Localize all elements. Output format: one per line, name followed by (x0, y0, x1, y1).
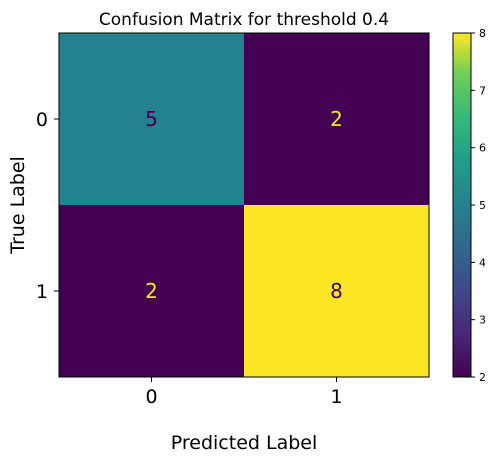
cell-value-1-1: 8 (330, 279, 343, 303)
cell-1-1 (244, 205, 429, 377)
x-tick-label-0: 0 (145, 386, 157, 408)
y-axis-ticks: 01 (36, 109, 59, 303)
colorbar-tick-label-4: 4 (479, 256, 486, 269)
colorbar (452, 32, 472, 378)
y-axis-label: True Label (7, 156, 29, 255)
cell-0-0 (59, 33, 244, 205)
chart-title: Confusion Matrix for threshold 0.4 (99, 10, 389, 30)
colorbar-tick-label-5: 5 (479, 199, 486, 212)
plot-frame (58, 32, 430, 378)
cell-value-labels: 5 2 2 8 (145, 107, 343, 303)
y-tick-label-0: 0 (36, 109, 48, 131)
cell-value-0-0: 5 (145, 107, 158, 131)
colorbar-tick-label-2: 2 (479, 371, 486, 384)
cell-value-1-0: 2 (145, 279, 158, 303)
colorbar-tick-label-3: 3 (479, 314, 486, 327)
colorbar-tick-label-6: 6 (479, 142, 486, 155)
x-axis-label: Predicted Label (171, 432, 318, 454)
x-tick-label-1: 1 (330, 386, 342, 408)
cell-value-0-1: 2 (330, 107, 343, 131)
cell-1-0 (59, 205, 244, 377)
colorbar-tick-label-7: 7 (479, 84, 486, 97)
cell-0-1 (244, 33, 429, 205)
heatmap-cells (59, 33, 429, 377)
y-tick-label-1: 1 (36, 281, 48, 303)
colorbar-ticks: 2 3 4 5 6 7 8 (471, 27, 486, 384)
colorbar-tick-label-8: 8 (479, 27, 486, 40)
